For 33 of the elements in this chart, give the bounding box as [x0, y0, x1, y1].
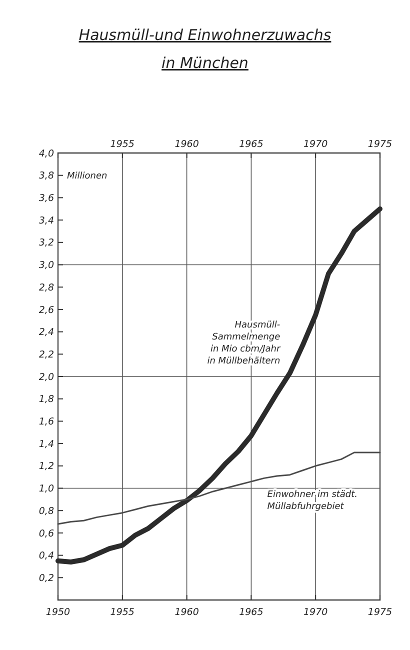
x-tick-label: 1970	[304, 607, 328, 618]
y-tick-label: 0,2	[38, 572, 54, 584]
y-tick-label: 1,4	[38, 438, 54, 450]
y-tick-label: 1,0	[38, 484, 54, 495]
x2-tick-label: 1955	[110, 139, 134, 150]
x-tick-label: 1960	[174, 607, 199, 618]
y-tick-label: 3,6	[38, 193, 54, 204]
x2-tick-label: 1975	[368, 139, 392, 150]
y-tick-label: 0,6	[38, 528, 54, 540]
y-tick-label: 2,0	[38, 372, 54, 383]
y-tick-label: 2,2	[38, 349, 54, 360]
y-axis-title: Millionen	[67, 172, 108, 182]
x2-tick-label: 1970	[304, 139, 328, 150]
y-tick-label: 0,8	[38, 506, 54, 517]
x-tick-label: 1965	[239, 607, 264, 618]
y-tick-label: 1,8	[38, 394, 54, 406]
y-tick-label: 2,6	[38, 304, 54, 316]
y-tick-label: 2,4	[38, 327, 54, 338]
x-tick-label: 1950	[46, 607, 70, 618]
y-tick-label: 3,0	[38, 260, 54, 272]
y-tick-label: 1,6	[38, 416, 54, 428]
x2-tick-label: 1960	[174, 139, 199, 150]
x-tick-label: 1955	[110, 607, 134, 618]
y-tick-label: 0,4	[38, 550, 54, 562]
x2-tick-label: 1965	[239, 139, 264, 150]
y-tick-label: 1,2	[38, 461, 54, 472]
y-tick-label: 3,4	[38, 215, 54, 226]
chart-title: Hausmüll-und Einwohnerzuwachs in München	[78, 26, 332, 72]
y-tick-label: 3,2	[38, 238, 54, 249]
y-tick-label: 4,0	[38, 148, 54, 160]
y-tick-label: 3,8	[38, 170, 54, 182]
y-tick-label: 2,8	[38, 282, 54, 294]
x-tick-label: 1975	[368, 607, 392, 618]
